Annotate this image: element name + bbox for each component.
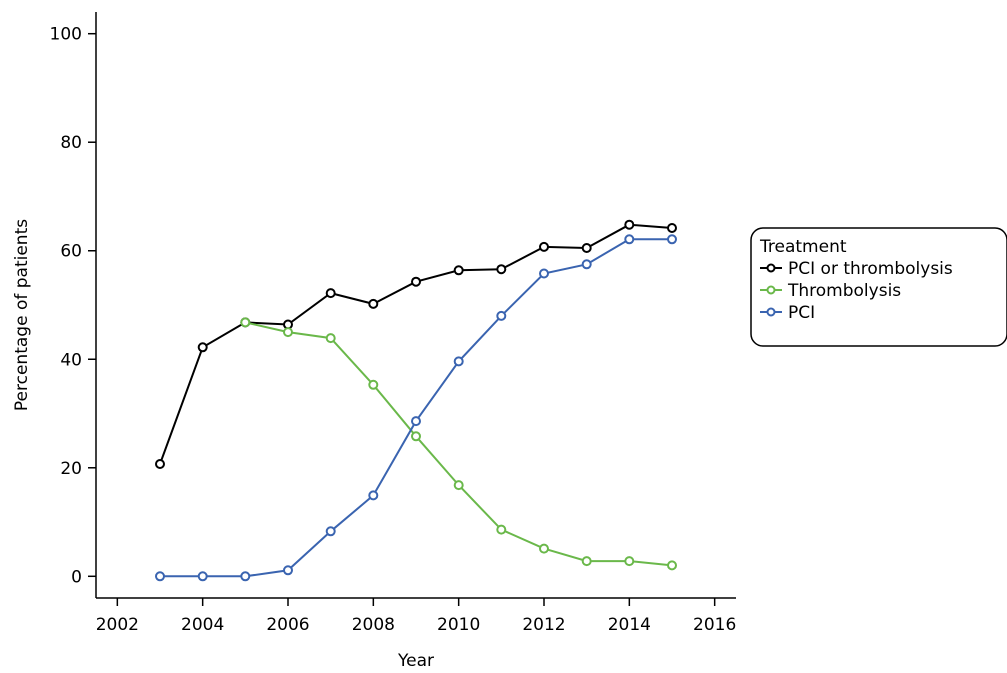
data-point — [325, 333, 336, 344]
data-point — [283, 565, 293, 576]
y-axis-title: Percentage of patients — [12, 219, 32, 411]
y-tick-label: 40 — [60, 350, 82, 370]
x-tick-label: 2004 — [181, 615, 224, 635]
data-point — [624, 219, 635, 230]
data-point — [667, 234, 677, 245]
legend-box — [750, 227, 1007, 347]
data-point — [155, 571, 165, 582]
data-point — [453, 480, 464, 491]
series-pci — [155, 234, 677, 582]
series-layer — [155, 219, 677, 582]
data-point — [411, 431, 421, 442]
series-line — [159, 223, 673, 465]
x-tick-label: 2016 — [693, 615, 736, 635]
y-tick-label: 20 — [60, 459, 82, 479]
y-tick-label: 0 — [71, 567, 82, 587]
y-tick-label: 80 — [60, 133, 82, 153]
data-point — [496, 310, 507, 321]
data-point — [539, 543, 549, 554]
data-point — [539, 268, 549, 279]
legend-marker — [766, 285, 776, 295]
data-point — [539, 241, 549, 252]
data-point — [368, 298, 379, 309]
legend-marker — [766, 307, 776, 317]
data-point — [325, 526, 336, 537]
axes: 0 20 40 60 80 100 2002 2004 2006 2008 2010 2012 2014… — [12, 12, 736, 671]
x-tick-label: 2014 — [608, 615, 651, 635]
x-tick-label: 2008 — [352, 615, 395, 635]
legend-entry: PCI or thrombolysis — [788, 259, 953, 279]
legend: Treatment PCI or thrombolysisThrombolysi… — [750, 227, 1007, 347]
legend-entry: PCI — [788, 303, 815, 323]
y-tick-label: 100 — [50, 25, 82, 45]
data-point — [581, 243, 592, 253]
data-point — [197, 342, 208, 353]
data-point — [411, 416, 421, 427]
x-tick-label: 2006 — [266, 615, 309, 635]
data-point — [368, 379, 379, 390]
data-point — [411, 276, 421, 287]
data-point — [453, 265, 464, 276]
data-point — [496, 524, 507, 535]
data-point — [453, 356, 464, 367]
data-point — [197, 571, 208, 582]
data-point — [155, 459, 165, 469]
legend-entry: Thrombolysis — [787, 281, 901, 301]
x-tick-label: 2012 — [522, 615, 565, 635]
data-point — [581, 259, 592, 270]
x-tick-label: 2010 — [437, 615, 480, 635]
data-point — [581, 556, 592, 567]
data-point — [624, 556, 635, 567]
x-axis-title: Year — [397, 651, 434, 671]
data-point — [624, 234, 635, 245]
data-point — [283, 327, 293, 338]
legend-marker — [766, 263, 776, 273]
series-thrombolysis — [240, 317, 677, 571]
data-point — [368, 490, 379, 501]
legend-title: Treatment — [759, 237, 847, 257]
data-point — [240, 317, 251, 328]
data-point — [667, 560, 677, 571]
x-tick-label: 2002 — [96, 615, 139, 635]
data-point — [240, 571, 251, 582]
data-point — [325, 288, 336, 299]
series-line — [160, 238, 672, 578]
data-point — [496, 264, 507, 275]
y-tick-label: 60 — [60, 242, 82, 262]
data-point — [667, 223, 677, 233]
